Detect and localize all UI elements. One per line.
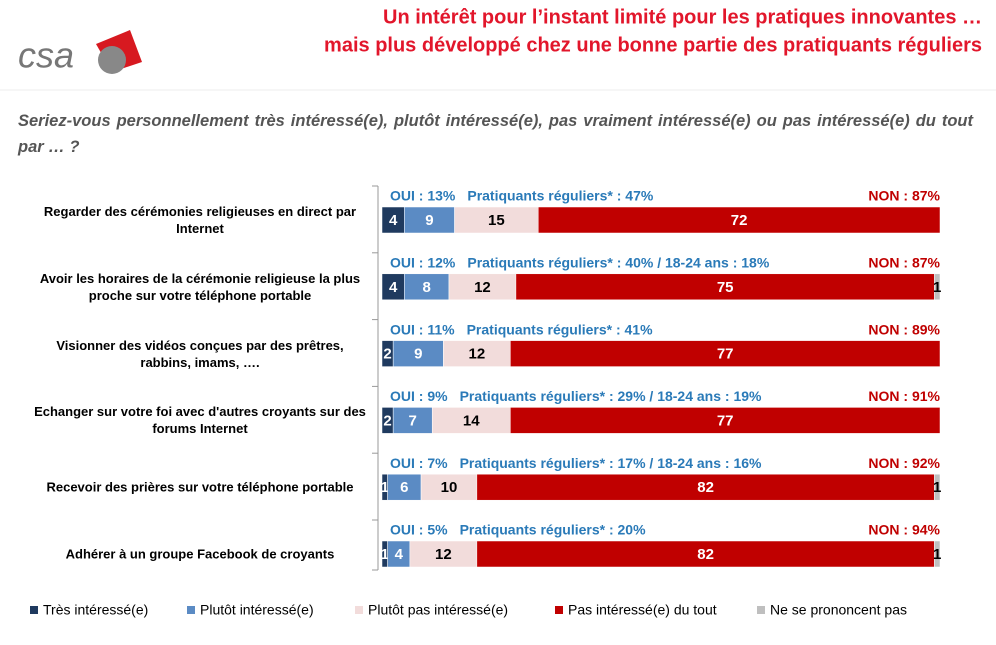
bar-segment [934,540,941,568]
annotation-non: NON : 94% [868,522,940,538]
data-label: 82 [697,479,714,496]
data-label: 75 [717,279,734,296]
data-label: 2 [383,412,391,429]
data-label: 10 [441,479,458,496]
annotation-non: NON : 91% [868,388,940,404]
bar-segment [404,206,455,234]
legend-swatch [555,606,563,614]
legend-label: Ne se prononcent pas [770,602,907,618]
legend-swatch [30,606,38,614]
data-label: 12 [469,346,486,363]
data-label: 6 [400,479,408,496]
annotation-non: NON : 87% [868,188,940,204]
legend-swatch [757,606,765,614]
category-label: Adhérer à un groupe Facebook de croyants [65,546,335,562]
category-label: Echanger sur votre foi avec d'autres cro… [34,404,366,437]
title-line: Un intérêt pour l’instant limité pour le… [383,6,982,28]
data-label: 1 [933,279,941,296]
annotation-non: NON : 87% [868,255,940,271]
category-label: Avoir les horaires de la cérémonie relig… [39,270,361,303]
annotation-non: NON : 89% [868,321,940,337]
bar-segment [392,340,444,367]
data-label: 7 [409,412,417,429]
data-label: 1 [381,546,389,563]
data-label: 77 [717,412,734,429]
logo-circle [98,46,126,74]
annotation-non: NON : 92% [868,455,940,471]
bar-segment [934,273,941,301]
annotation-oui: OUI : 7% [390,455,448,471]
category-label: Regarder des cérémonies religieuses en d… [43,204,357,236]
legend-label: Très intéressé(e) [43,602,148,618]
bar-segment [515,273,935,301]
data-label: 12 [474,279,491,296]
legend-label: Plutôt pas intéressé(e) [368,602,508,618]
bar-segment [409,540,478,568]
bar-segment [420,473,478,501]
data-label: 9 [414,346,422,363]
data-label: 15 [488,212,505,229]
bar-segment [392,407,433,434]
annotation-detail: Pratiquants réguliers* : 29% / 18-24 ans… [460,388,762,404]
data-label: 12 [435,546,452,563]
bar-segment [476,473,935,501]
annotation-detail: Pratiquants réguliers* : 20% [460,522,647,538]
data-label: 4 [389,212,398,229]
subtitle: Seriez-vous personnellement très intéres… [18,112,973,156]
data-label: 72 [731,212,748,229]
annotation-oui: OUI : 13% [390,188,456,204]
data-label: 14 [463,412,480,429]
annotation-detail: Pratiquants réguliers* : 17% / 18-24 ans… [460,455,762,471]
bar-segment [537,206,941,234]
annotation-oui: OUI : 11% [390,321,455,337]
data-label: 77 [717,346,734,363]
legend-swatch [355,606,363,614]
data-label: 2 [383,346,391,363]
bar-segment [443,340,511,367]
data-label: 4 [395,546,404,563]
annotation-oui: OUI : 9% [390,388,448,404]
data-label: 82 [697,546,714,563]
annotation-oui: OUI : 5% [390,522,448,538]
data-label: 8 [422,279,430,296]
bar-segment [510,340,941,367]
title-line: mais plus développé chez une bonne parti… [324,34,982,56]
category-label: Recevoir des prières sur votre téléphone… [46,479,354,495]
bar-segment [510,407,941,434]
legend-label: Plutôt intéressé(e) [200,602,314,618]
bar-segment [934,473,941,501]
data-label: 1 [933,479,941,496]
bar-segment [448,273,517,301]
legend-label: Pas intéressé(e) du tout [568,602,717,618]
data-label: 1 [933,546,941,563]
bar-segment [454,206,539,234]
annotation-detail: Pratiquants réguliers* : 41% [467,321,654,337]
data-label: 1 [381,479,389,496]
logo: csa [18,35,74,76]
category-label: Visionner des vidéos conçues par des prê… [56,337,344,370]
annotation-oui: OUI : 12% [390,255,456,271]
data-label: 9 [425,212,433,229]
annotation-detail: Pratiquants réguliers* : 47% [467,188,654,204]
legend-swatch [187,606,195,614]
annotation-detail: Pratiquants réguliers* : 40% / 18-24 ans… [467,255,769,271]
data-label: 4 [389,279,398,296]
